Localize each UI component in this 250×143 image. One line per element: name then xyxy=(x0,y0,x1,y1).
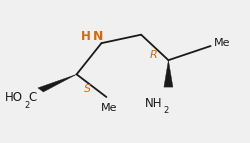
Text: R: R xyxy=(149,50,156,60)
Text: H: H xyxy=(80,30,90,43)
Text: 2: 2 xyxy=(163,106,168,115)
Text: HO: HO xyxy=(5,91,23,104)
Text: S: S xyxy=(84,84,91,94)
Text: 2: 2 xyxy=(24,101,29,110)
Text: N: N xyxy=(92,30,103,43)
Text: C: C xyxy=(28,91,36,104)
Text: Me: Me xyxy=(214,38,230,48)
Text: NH: NH xyxy=(144,97,162,110)
Polygon shape xyxy=(163,60,172,87)
Polygon shape xyxy=(38,74,76,92)
Text: Me: Me xyxy=(100,103,117,113)
